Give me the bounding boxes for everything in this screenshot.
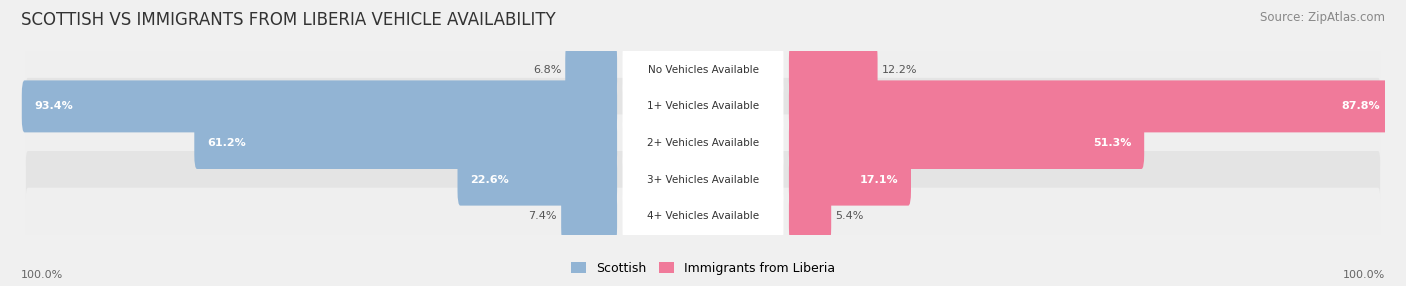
FancyBboxPatch shape [789, 117, 1144, 169]
Text: 1+ Vehicles Available: 1+ Vehicles Available [647, 102, 759, 111]
Text: 2+ Vehicles Available: 2+ Vehicles Available [647, 138, 759, 148]
FancyBboxPatch shape [623, 66, 783, 147]
Text: 17.1%: 17.1% [859, 175, 898, 184]
FancyBboxPatch shape [565, 44, 617, 96]
Text: SCOTTISH VS IMMIGRANTS FROM LIBERIA VEHICLE AVAILABILITY: SCOTTISH VS IMMIGRANTS FROM LIBERIA VEHI… [21, 11, 555, 29]
Text: 51.3%: 51.3% [1092, 138, 1132, 148]
Text: Source: ZipAtlas.com: Source: ZipAtlas.com [1260, 11, 1385, 24]
Legend: Scottish, Immigrants from Liberia: Scottish, Immigrants from Liberia [567, 257, 839, 280]
FancyBboxPatch shape [25, 188, 1381, 245]
FancyBboxPatch shape [623, 139, 783, 220]
Text: 5.4%: 5.4% [835, 211, 863, 221]
Text: 6.8%: 6.8% [533, 65, 561, 75]
Text: 22.6%: 22.6% [471, 175, 509, 184]
FancyBboxPatch shape [623, 29, 783, 110]
FancyBboxPatch shape [789, 190, 831, 242]
FancyBboxPatch shape [789, 80, 1393, 132]
Text: 61.2%: 61.2% [207, 138, 246, 148]
Text: 87.8%: 87.8% [1341, 102, 1381, 111]
FancyBboxPatch shape [789, 154, 911, 206]
FancyBboxPatch shape [623, 102, 783, 184]
Text: 93.4%: 93.4% [35, 102, 73, 111]
Text: 100.0%: 100.0% [1343, 270, 1385, 280]
FancyBboxPatch shape [789, 44, 877, 96]
Text: 4+ Vehicles Available: 4+ Vehicles Available [647, 211, 759, 221]
FancyBboxPatch shape [25, 78, 1381, 135]
Text: 3+ Vehicles Available: 3+ Vehicles Available [647, 175, 759, 184]
FancyBboxPatch shape [25, 151, 1381, 208]
FancyBboxPatch shape [25, 41, 1381, 98]
Text: No Vehicles Available: No Vehicles Available [648, 65, 758, 75]
Text: 100.0%: 100.0% [21, 270, 63, 280]
FancyBboxPatch shape [194, 117, 617, 169]
FancyBboxPatch shape [623, 176, 783, 257]
FancyBboxPatch shape [561, 190, 617, 242]
Text: 12.2%: 12.2% [882, 65, 917, 75]
Text: 7.4%: 7.4% [529, 211, 557, 221]
FancyBboxPatch shape [457, 154, 617, 206]
FancyBboxPatch shape [25, 114, 1381, 172]
FancyBboxPatch shape [21, 80, 617, 132]
